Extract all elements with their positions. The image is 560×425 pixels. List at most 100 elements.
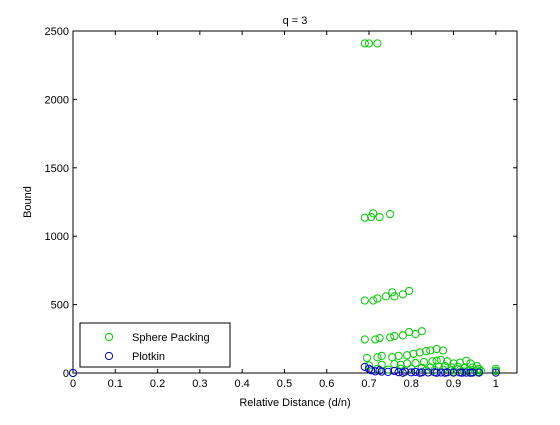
data-point bbox=[400, 367, 410, 376]
axes-box bbox=[72, 30, 518, 374]
data-point bbox=[373, 353, 382, 362]
data-point bbox=[360, 362, 369, 371]
x-tick-label: 0.2 bbox=[150, 378, 165, 390]
data-point bbox=[447, 363, 456, 372]
legend-label: Plotkin bbox=[132, 351, 165, 363]
data-point bbox=[419, 357, 429, 367]
data-point bbox=[407, 368, 416, 377]
data-point bbox=[375, 334, 384, 343]
data-point bbox=[417, 327, 426, 336]
series-sphere-packing bbox=[68, 39, 500, 378]
data-point bbox=[462, 356, 471, 365]
data-point bbox=[360, 213, 369, 222]
x-tick-label: 0.9 bbox=[446, 378, 461, 390]
data-point bbox=[424, 368, 433, 377]
data-point bbox=[360, 335, 369, 344]
data-point bbox=[373, 39, 382, 48]
x-axis-label: Relative Distance (d/n) bbox=[239, 397, 350, 409]
data-point bbox=[386, 333, 395, 342]
x-tick-label: 0.7 bbox=[361, 378, 376, 390]
x-tick-label: 0.3 bbox=[192, 378, 207, 390]
plot-area: 0 0.1 0.2 0.3 0.4 0.5 0.6 0.7 0.8 0.9 1 0 500 1000 150… bbox=[45, 26, 518, 390]
data-point bbox=[377, 367, 386, 376]
data-point bbox=[415, 368, 424, 377]
data-point bbox=[474, 368, 484, 377]
data-point bbox=[421, 347, 431, 356]
data-point bbox=[386, 209, 395, 219]
data-point bbox=[398, 331, 407, 340]
data-point bbox=[364, 39, 374, 48]
data-point bbox=[409, 349, 418, 358]
legend-marker bbox=[104, 351, 114, 361]
data-point bbox=[371, 367, 380, 376]
data-point bbox=[436, 368, 445, 377]
data-point bbox=[398, 290, 407, 299]
data-point bbox=[360, 39, 369, 48]
data-point bbox=[394, 351, 403, 360]
data-point bbox=[491, 368, 500, 377]
chart-title: q = 3 bbox=[283, 15, 308, 27]
y-tick-label: 500 bbox=[51, 300, 69, 312]
legend-label: Sphere Packing bbox=[132, 332, 210, 344]
y-tick-label: 1500 bbox=[45, 163, 69, 175]
y-axis-label: Bound bbox=[22, 186, 34, 218]
legend-marker bbox=[104, 332, 114, 342]
data-point bbox=[432, 368, 441, 377]
x-tick-label: 0.6 bbox=[319, 378, 334, 390]
data-point bbox=[426, 346, 435, 355]
data-point bbox=[369, 209, 378, 218]
data-point bbox=[417, 363, 426, 372]
data-point bbox=[462, 368, 471, 377]
data-point bbox=[369, 296, 378, 305]
data-point bbox=[415, 348, 424, 357]
data-point bbox=[364, 361, 374, 370]
data-point bbox=[398, 368, 407, 377]
x-tick-label: 0.4 bbox=[234, 378, 249, 390]
data-point bbox=[402, 351, 412, 360]
data-point bbox=[394, 368, 403, 377]
data-point bbox=[396, 360, 405, 369]
data-point bbox=[371, 335, 380, 344]
data-point bbox=[367, 366, 376, 375]
data-point bbox=[432, 344, 441, 354]
legend: Sphere Packing Plotkin bbox=[79, 322, 231, 368]
data-point bbox=[381, 292, 391, 301]
data-point bbox=[383, 367, 393, 377]
data-point bbox=[390, 331, 399, 341]
y-tick-label: 2000 bbox=[45, 94, 69, 106]
data-point bbox=[491, 364, 500, 373]
data-point bbox=[460, 364, 469, 373]
data-point bbox=[449, 368, 458, 377]
data-point bbox=[377, 351, 386, 360]
series-plotkin bbox=[68, 362, 500, 378]
legend-box bbox=[79, 322, 231, 368]
data-point bbox=[373, 364, 382, 373]
data-point bbox=[426, 363, 435, 372]
data-point bbox=[360, 296, 369, 305]
data-point bbox=[362, 353, 371, 363]
data-point bbox=[388, 288, 397, 297]
x-tick-label: 0.1 bbox=[108, 378, 123, 390]
data-point bbox=[438, 346, 448, 355]
data-point bbox=[411, 359, 420, 368]
data-point bbox=[390, 292, 399, 301]
y-tick-label: 1000 bbox=[45, 231, 69, 243]
data-point bbox=[457, 368, 467, 377]
data-point bbox=[402, 359, 412, 368]
data-point bbox=[441, 368, 450, 377]
data-point bbox=[373, 294, 382, 303]
data-point bbox=[68, 368, 78, 378]
data-point bbox=[390, 366, 399, 376]
data-point bbox=[375, 366, 384, 375]
y-tick-label: 0 bbox=[63, 368, 69, 380]
y-tick-label: 2500 bbox=[45, 26, 69, 38]
x-tick-label: 0 bbox=[70, 378, 76, 390]
data-point bbox=[375, 212, 384, 222]
data-point bbox=[466, 368, 475, 377]
data-point bbox=[468, 363, 477, 372]
data-point bbox=[405, 286, 414, 296]
x-tick-label: 0.8 bbox=[404, 378, 419, 390]
data-point bbox=[411, 367, 420, 377]
